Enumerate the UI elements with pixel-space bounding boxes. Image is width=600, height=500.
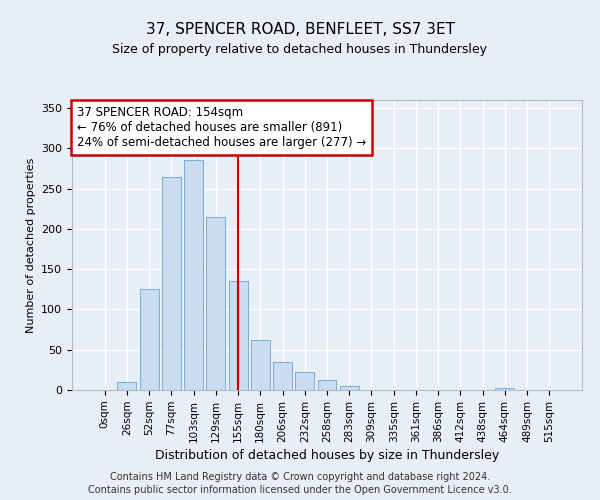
Bar xyxy=(340,386,359,390)
Bar xyxy=(206,217,225,390)
Bar xyxy=(162,176,181,390)
Bar xyxy=(184,160,203,390)
Bar xyxy=(295,372,314,390)
Bar xyxy=(496,388,514,390)
Bar xyxy=(273,362,292,390)
Bar xyxy=(118,382,136,390)
Bar xyxy=(317,380,337,390)
Bar xyxy=(229,281,248,390)
X-axis label: Distribution of detached houses by size in Thundersley: Distribution of detached houses by size … xyxy=(155,449,499,462)
Bar xyxy=(140,290,158,390)
Text: Size of property relative to detached houses in Thundersley: Size of property relative to detached ho… xyxy=(113,42,487,56)
Text: 37, SPENCER ROAD, BENFLEET, SS7 3ET: 37, SPENCER ROAD, BENFLEET, SS7 3ET xyxy=(146,22,455,38)
Bar xyxy=(251,340,270,390)
Text: Contains public sector information licensed under the Open Government Licence v3: Contains public sector information licen… xyxy=(88,485,512,495)
Y-axis label: Number of detached properties: Number of detached properties xyxy=(26,158,35,332)
Text: 37 SPENCER ROAD: 154sqm
← 76% of detached houses are smaller (891)
24% of semi-d: 37 SPENCER ROAD: 154sqm ← 76% of detache… xyxy=(77,106,367,149)
Text: Contains HM Land Registry data © Crown copyright and database right 2024.: Contains HM Land Registry data © Crown c… xyxy=(110,472,490,482)
